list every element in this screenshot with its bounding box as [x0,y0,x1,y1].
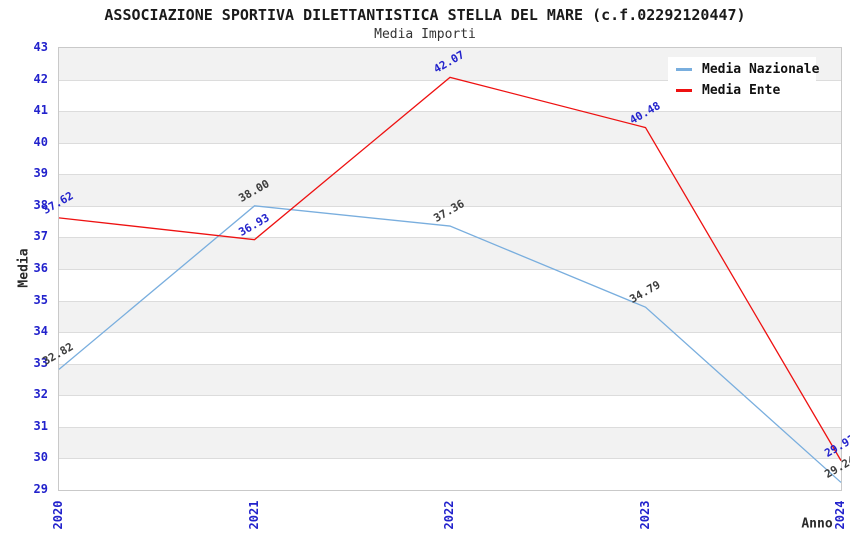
chart-subtitle: Media Importi [374,27,476,42]
legend: Media Nazionale Media Ente [668,57,820,103]
legend-swatch-media-nazionale-icon [676,68,692,71]
legend-label: Media Ente [702,83,781,98]
gridline [59,426,841,428]
y-tick-label: 33 [33,355,48,370]
chart-title: ASSOCIAZIONE SPORTIVA DILETTANTISTICA ST… [104,6,746,24]
gridline [59,269,841,270]
plot-band [59,332,841,364]
legend-label: Media Nazionale [702,62,820,77]
gridline [59,300,841,302]
gridline [59,205,841,207]
gridline [59,363,841,365]
x-axis-title: Anno [801,516,833,532]
plot-band [59,237,841,269]
legend-item-media-ente: Media Ente [668,80,816,101]
plot-band [59,111,841,143]
gridline [59,237,841,239]
y-tick-label: 29 [33,482,48,496]
gridline [59,458,841,460]
y-tick-label: 32 [33,387,48,402]
y-tick-label: 39 [33,166,48,181]
gridline [59,174,841,176]
gridline [59,142,841,144]
plot-area [58,47,842,491]
plot-band [59,174,841,206]
y-tick-label: 38 [33,197,48,212]
y-tick-label: 34 [33,324,48,339]
series-plot-canvas [58,76,842,483]
x-tick-label-2021: 2021 [246,500,261,530]
gridline [59,332,841,334]
y-tick-label: 41 [33,103,48,118]
y-tick-label: 35 [33,292,48,307]
gridline [59,79,841,81]
plot-band [59,269,841,301]
y-tick-label: 42 [33,71,48,86]
plot-band [59,458,841,490]
series-line-media-nazionale [58,205,842,483]
y-tick-label: 30 [33,450,48,465]
x-tick-label-2022: 2022 [442,500,456,530]
series-line-media-ente [58,76,842,461]
legend-item-media-nazionale: Media Nazionale [668,59,820,80]
plot-band [59,300,841,333]
y-tick-label: 37 [33,229,48,244]
gridline [59,111,841,113]
y-tick-label: 31 [33,418,48,433]
plot-band [59,395,841,427]
plot-band [59,142,841,175]
x-tick-label-2020: 2020 [51,500,65,530]
gridline [59,395,841,397]
y-tick-label: 43 [33,40,48,54]
plot-band [59,426,841,459]
x-tick-label-2024: 2024 [833,500,847,530]
y-tick-label: 36 [33,261,48,275]
x-tick-label-2023: 2023 [637,500,652,530]
plot-band [59,363,841,396]
y-tick-label: 40 [33,134,48,149]
legend-swatch-media-ente-icon [676,89,692,92]
